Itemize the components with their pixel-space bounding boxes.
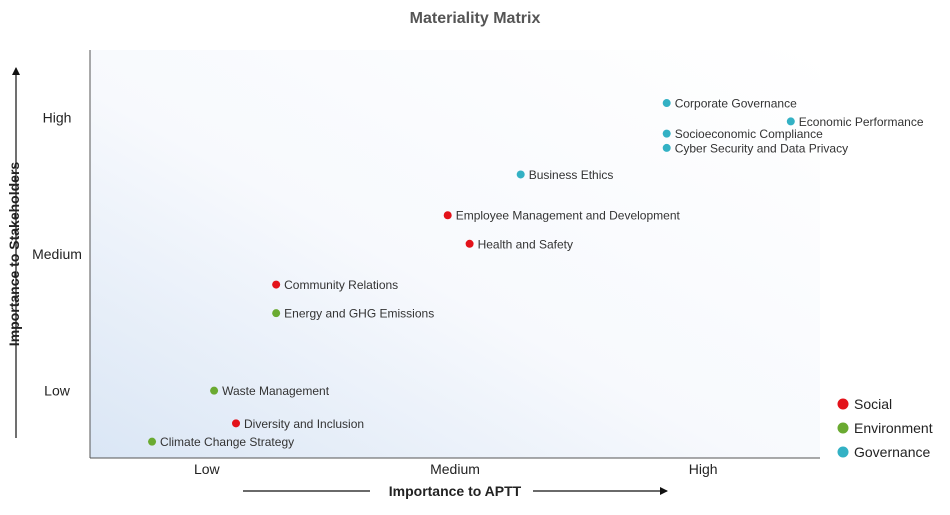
point-label: Cyber Security and Data Privacy xyxy=(675,141,848,155)
point-label: Business Ethics xyxy=(529,168,614,182)
point-marker[interactable] xyxy=(662,129,671,138)
point-marker[interactable] xyxy=(232,419,240,428)
point-waste-management[interactable]: Waste Management xyxy=(210,384,330,398)
legend-item-governance[interactable]: Governance xyxy=(837,444,931,460)
point-label: Employee Management and Development xyxy=(456,209,681,223)
legend: Social Environment Governance xyxy=(837,396,933,460)
point-energy-and-ghg-emissions[interactable]: Energy and GHG Emissions xyxy=(272,307,434,321)
point-business-ethics[interactable]: Business Ethics xyxy=(516,168,614,182)
point-diversity-and-inclusion[interactable]: Diversity and Inclusion xyxy=(232,417,364,431)
point-label: Socioeconomic Compliance xyxy=(675,127,823,141)
legend-swatch xyxy=(837,422,849,434)
point-label: Climate Change Strategy xyxy=(160,435,294,449)
x-tick-low: Low xyxy=(194,461,221,477)
legend-label: Social xyxy=(854,396,892,412)
y-tick-low: Low xyxy=(44,383,71,399)
x-tick-labels: Low Medium High xyxy=(194,461,718,477)
point-label: Health and Safety xyxy=(478,237,573,251)
point-label: Corporate Governance xyxy=(675,97,797,111)
point-label: Economic Performance xyxy=(799,115,924,129)
x-tick-high: High xyxy=(689,461,718,477)
point-label: Community Relations xyxy=(284,278,398,292)
point-marker[interactable] xyxy=(443,211,452,220)
point-socioeconomic-compliance[interactable]: Socioeconomic Compliance xyxy=(662,127,823,141)
point-marker[interactable] xyxy=(210,386,219,395)
legend-item-environment[interactable]: Environment xyxy=(837,420,933,436)
point-marker[interactable] xyxy=(786,117,795,126)
point-label: Diversity and Inclusion xyxy=(244,417,364,431)
point-employee-management-and-development[interactable]: Employee Management and Development xyxy=(443,209,681,223)
point-cyber-security-and-data-privacy[interactable]: Cyber Security and Data Privacy xyxy=(662,141,848,155)
point-marker[interactable] xyxy=(272,280,281,289)
point-marker[interactable] xyxy=(465,239,474,248)
x-tick-medium: Medium xyxy=(430,461,480,477)
point-economic-performance[interactable]: Economic Performance xyxy=(786,115,924,129)
y-tick-labels: Low Medium High xyxy=(32,109,82,398)
point-marker[interactable] xyxy=(272,309,281,318)
legend-item-social[interactable]: Social xyxy=(837,396,893,412)
x-axis-title: Importance to APTT xyxy=(389,483,522,499)
point-marker[interactable] xyxy=(662,143,671,152)
y-tick-medium: Medium xyxy=(32,246,82,262)
point-corporate-governance[interactable]: Corporate Governance xyxy=(662,97,797,111)
point-marker[interactable] xyxy=(516,170,525,179)
point-label: Waste Management xyxy=(222,384,330,398)
point-community-relations[interactable]: Community Relations xyxy=(272,278,398,292)
legend-swatch xyxy=(837,446,849,458)
plot-area xyxy=(90,50,820,458)
point-marker[interactable] xyxy=(662,99,671,108)
legend-swatch xyxy=(837,398,849,410)
point-marker[interactable] xyxy=(148,437,157,446)
legend-label: Environment xyxy=(854,420,933,436)
point-climate-change-strategy[interactable]: Climate Change Strategy xyxy=(148,435,294,449)
legend-label: Governance xyxy=(854,444,930,460)
chart-title: Materiality Matrix xyxy=(410,10,541,27)
point-label: Energy and GHG Emissions xyxy=(284,307,434,321)
point-health-and-safety[interactable]: Health and Safety xyxy=(465,237,573,251)
y-axis-title: Importance to Stakeholders xyxy=(6,162,22,347)
y-tick-high: High xyxy=(43,109,72,125)
